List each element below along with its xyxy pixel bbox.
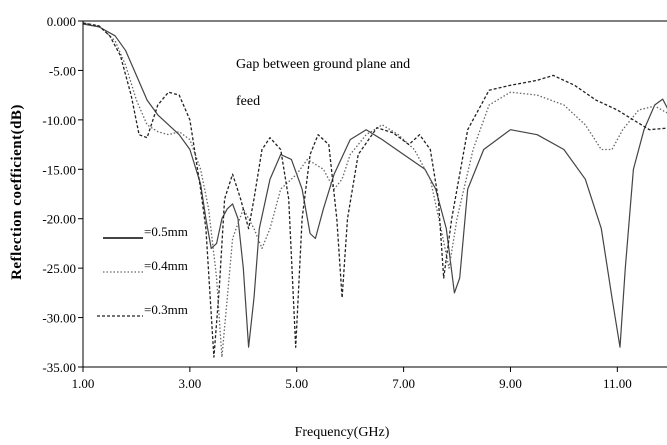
y-tick-label: -35.00	[42, 360, 76, 375]
legend-label: =0.3mm	[144, 302, 188, 317]
x-axis-label: Frequency(GHz)	[295, 425, 390, 440]
legend: =0.5mm =0.4mm =0.3mm	[97, 224, 188, 317]
y-tick-label: 0.000	[47, 14, 76, 29]
y-axis-ticks: 0.000 -5.00 -10.00 -15.00 -20.00 -25.00 -30.00…	[42, 14, 83, 375]
y-tick-label: -15.00	[42, 162, 76, 177]
x-tick-label: 3.00	[178, 376, 201, 391]
y-axis-label: Reflection coefficient(dB)	[9, 104, 25, 280]
annotation-line-1: Gap between ground plane and	[236, 57, 410, 72]
x-tick-label: 9.00	[499, 376, 522, 391]
y-tick-label: -30.00	[42, 311, 76, 326]
series-layer	[82, 22, 667, 358]
x-tick-label: 5.00	[285, 376, 308, 391]
annotation-line-2: feed	[236, 94, 260, 109]
series-line-dashed	[82, 22, 667, 358]
legend-label: =0.4mm	[144, 258, 188, 273]
y-tick-label: -5.00	[49, 63, 76, 78]
y-tick-label: -10.00	[42, 113, 76, 128]
legend-label: =0.5mm	[144, 224, 188, 239]
x-tick-label: 1.00	[72, 376, 95, 391]
y-tick-label: -20.00	[42, 212, 76, 227]
y-tick-label: -25.00	[42, 261, 76, 276]
x-tick-label: 11.00	[603, 376, 632, 391]
x-axis-ticks: 1.00 3.00 5.00 7.00 9.00 11.00	[72, 367, 632, 391]
x-tick-label: 7.00	[392, 376, 415, 391]
series-line-solid	[82, 23, 667, 348]
